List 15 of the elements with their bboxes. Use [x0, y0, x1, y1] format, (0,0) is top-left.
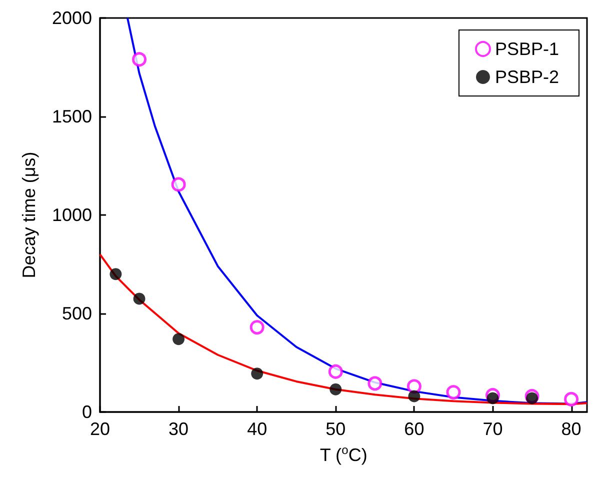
y-tick-label: 1500 — [52, 106, 92, 126]
legend-label: PSBP-1 — [494, 39, 560, 59]
x-tick-label: 60 — [404, 419, 424, 439]
y-tick-label: 2000 — [52, 8, 92, 28]
y-tick-label: 0 — [82, 402, 92, 422]
x-tick-label: 40 — [247, 419, 268, 439]
y-axis-title: Decay time (μs) — [19, 152, 39, 278]
x-tick-label: 80 — [561, 419, 582, 439]
y-tick-label: 1000 — [52, 205, 92, 225]
x-tick-label: 20 — [90, 419, 110, 439]
x-tick-label: 70 — [482, 419, 503, 439]
x-tick-label: 30 — [168, 419, 189, 439]
y-tick-label: 500 — [62, 304, 92, 324]
legend-label: PSBP-2 — [494, 67, 560, 87]
x-tick-label: 50 — [326, 419, 346, 439]
